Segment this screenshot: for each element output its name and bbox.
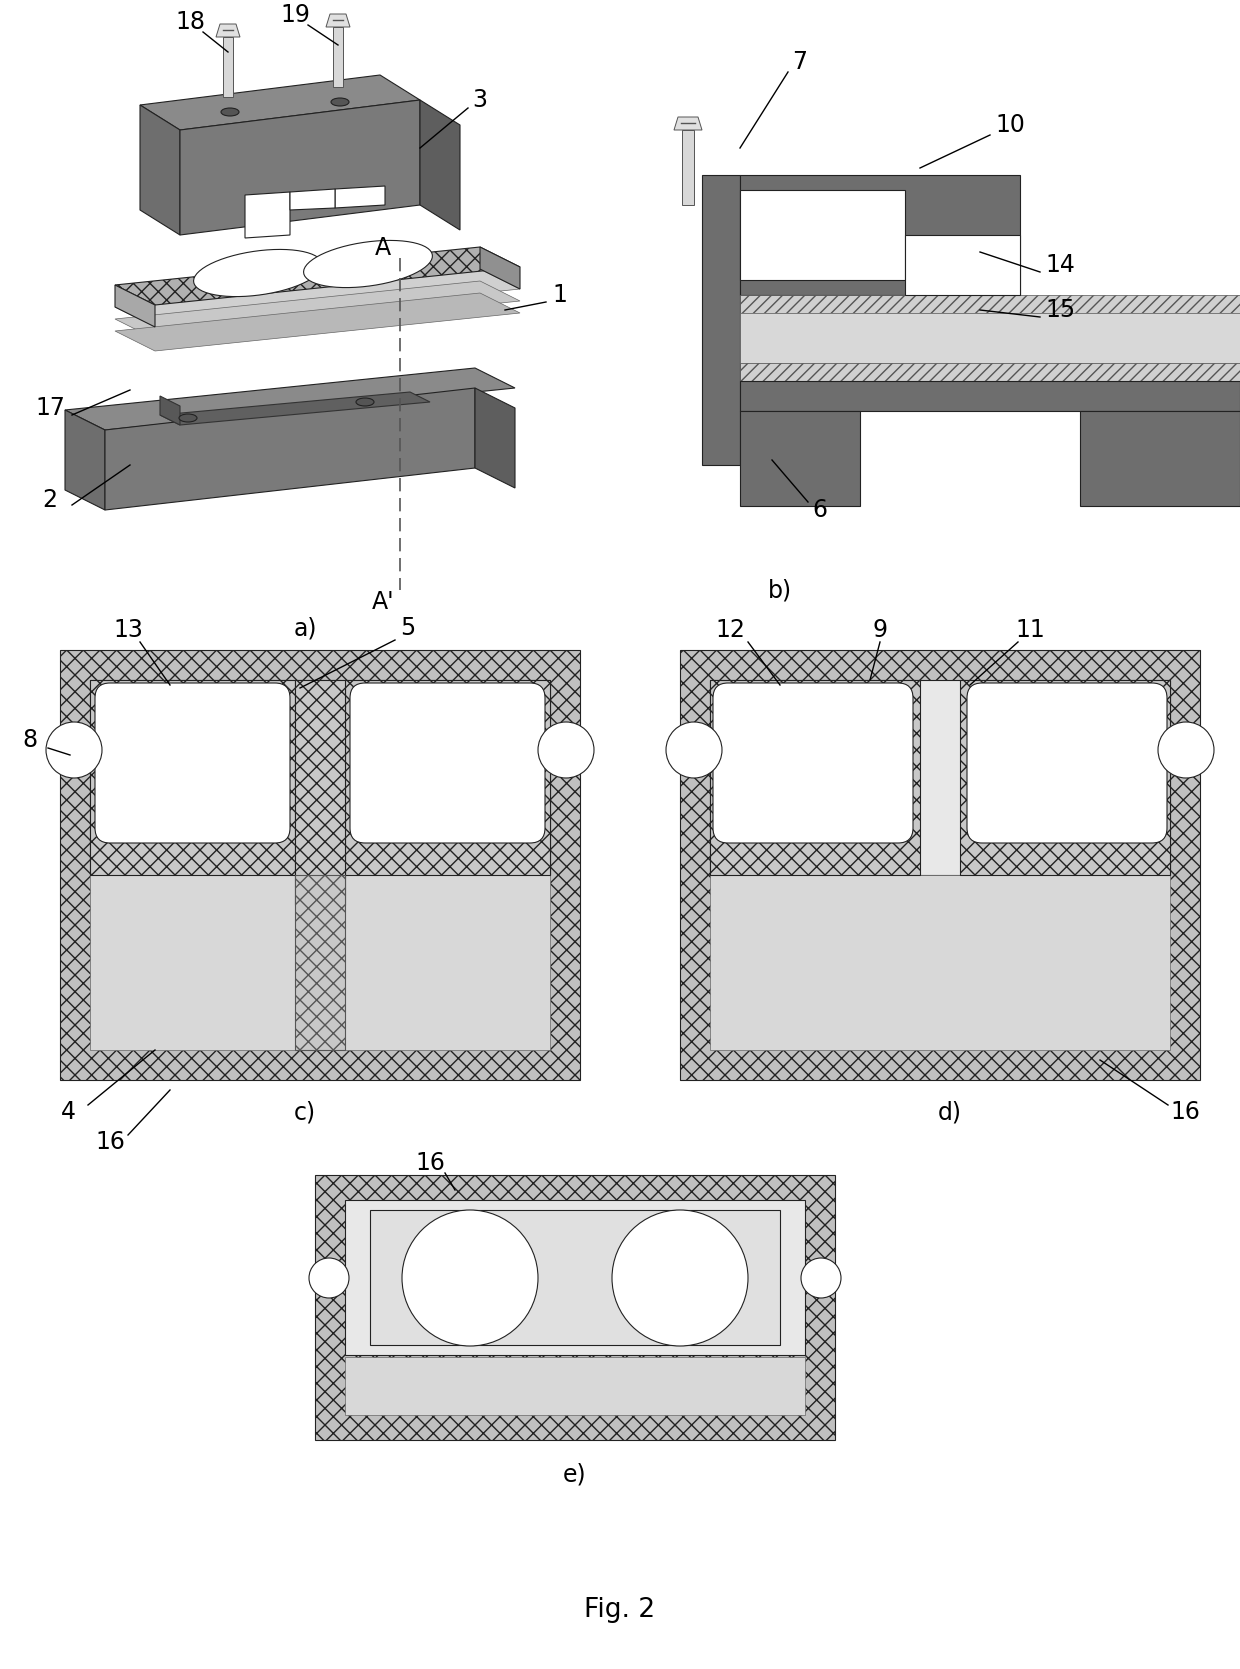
Text: 16: 16 [415, 1152, 445, 1175]
Bar [91, 679, 551, 875]
Polygon shape [64, 367, 515, 431]
Text: 16: 16 [1171, 1100, 1200, 1123]
Ellipse shape [221, 108, 239, 117]
FancyBboxPatch shape [967, 683, 1167, 843]
Polygon shape [115, 247, 520, 305]
Polygon shape [115, 269, 520, 327]
Bar [740, 175, 1021, 295]
Text: b): b) [768, 577, 792, 603]
Text: 18: 18 [175, 10, 205, 33]
Circle shape [309, 1258, 348, 1298]
Polygon shape [246, 192, 290, 239]
Bar [60, 649, 580, 1080]
Polygon shape [675, 117, 702, 130]
Polygon shape [420, 100, 460, 230]
Bar [740, 362, 1240, 381]
Text: c): c) [294, 1100, 316, 1123]
Text: A: A [374, 235, 391, 260]
Polygon shape [115, 285, 155, 327]
Polygon shape [335, 185, 384, 209]
Bar [1080, 411, 1240, 506]
Polygon shape [216, 23, 241, 37]
Bar [682, 130, 694, 205]
Bar [740, 381, 1240, 411]
Polygon shape [326, 13, 350, 27]
Bar [370, 1210, 780, 1345]
Polygon shape [140, 105, 180, 235]
Bar [740, 411, 861, 506]
Circle shape [538, 723, 594, 778]
Text: 14: 14 [1045, 254, 1075, 277]
Bar [711, 679, 1171, 875]
Text: e): e) [563, 1462, 587, 1485]
Polygon shape [290, 189, 335, 210]
Polygon shape [160, 396, 180, 426]
Text: 17: 17 [35, 396, 64, 421]
Bar [295, 875, 345, 1050]
Bar [960, 679, 1171, 875]
Text: 9: 9 [873, 618, 888, 643]
Text: 15: 15 [1045, 299, 1075, 322]
Text: 5: 5 [401, 616, 415, 639]
Polygon shape [115, 280, 520, 339]
Bar [702, 175, 740, 466]
Text: 13: 13 [113, 618, 143, 643]
Text: 6: 6 [812, 497, 827, 522]
Bar [740, 314, 1240, 362]
Text: 2: 2 [42, 487, 57, 512]
Text: 3: 3 [472, 88, 487, 112]
Ellipse shape [331, 98, 348, 107]
Polygon shape [64, 411, 105, 511]
Ellipse shape [179, 414, 197, 422]
Bar [905, 235, 1021, 295]
Text: A': A' [372, 591, 394, 614]
Bar [711, 875, 1171, 1050]
Polygon shape [480, 247, 520, 289]
Polygon shape [140, 75, 420, 130]
Circle shape [46, 723, 102, 778]
FancyBboxPatch shape [95, 683, 290, 843]
Text: 10: 10 [994, 113, 1025, 137]
Text: 1: 1 [553, 284, 568, 307]
Bar [91, 875, 551, 1050]
Text: Fig. 2: Fig. 2 [584, 1597, 656, 1622]
Ellipse shape [356, 397, 374, 406]
Bar [740, 295, 1240, 314]
Bar [315, 1175, 835, 1440]
Text: 16: 16 [95, 1130, 125, 1153]
Bar [740, 190, 905, 280]
Bar [295, 679, 345, 905]
Polygon shape [475, 387, 515, 487]
Circle shape [1158, 723, 1214, 778]
Circle shape [613, 1210, 748, 1345]
Text: 12: 12 [715, 618, 745, 643]
Bar [680, 649, 1200, 1080]
Bar [334, 27, 343, 87]
Text: 8: 8 [22, 728, 37, 753]
Bar [345, 679, 551, 875]
Circle shape [402, 1210, 538, 1345]
Polygon shape [193, 249, 322, 297]
Bar [223, 37, 233, 97]
Text: 7: 7 [792, 50, 807, 73]
FancyBboxPatch shape [350, 683, 546, 843]
Bar [91, 679, 295, 875]
Polygon shape [160, 392, 430, 426]
Bar [345, 1200, 805, 1355]
FancyBboxPatch shape [713, 683, 913, 843]
Text: 19: 19 [280, 3, 310, 27]
Circle shape [666, 723, 722, 778]
Polygon shape [115, 294, 520, 350]
Circle shape [801, 1258, 841, 1298]
Text: 4: 4 [61, 1100, 76, 1123]
Bar [345, 1357, 805, 1415]
Text: 11: 11 [1016, 618, 1045, 643]
Bar [711, 679, 920, 875]
Polygon shape [105, 387, 475, 511]
Text: a): a) [293, 616, 316, 639]
Polygon shape [180, 100, 420, 235]
Text: d): d) [937, 1100, 962, 1123]
Polygon shape [304, 240, 433, 287]
